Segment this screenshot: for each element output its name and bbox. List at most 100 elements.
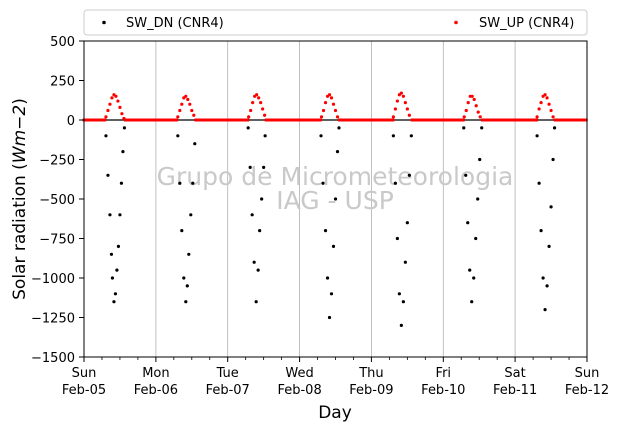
sw-up-point [478,115,482,119]
sw-dn-point [535,134,539,138]
x-tick-label-day: Fri [436,366,452,381]
sw-dn-point [254,300,258,304]
sw-dn-point [250,213,254,217]
sw-dn-point [178,181,182,185]
sw-up-point [114,94,118,98]
sw-up-baseline-point [103,118,107,122]
legend-box [83,9,588,36]
sw-up-point [472,97,476,102]
y-label-exponent: −2 [10,105,30,130]
sw-dn-point [256,268,260,272]
x-tick-label-day: Mon [142,366,169,381]
sw-up-point [551,115,555,119]
y-tick-label: −250 [39,154,75,169]
x-tick-label-day: Tue [216,366,239,381]
sw-up-point [116,99,120,103]
sw-up-baseline-point [535,118,539,122]
sw-dn-point [543,308,547,312]
sw-dn-point [262,165,266,169]
sw-dn-point [182,276,186,280]
sw-dn-point [327,315,332,320]
sw-dn-point [118,213,122,217]
sw-dn-point [187,252,191,256]
y-label-main: Solar radiation ( [10,163,30,300]
sw-dn-point [472,276,476,280]
sw-up-point [176,115,180,119]
sw-up-point [255,93,259,97]
sw-dn-point [545,284,549,288]
sw-up-point [118,105,122,109]
sw-up-point [108,102,112,106]
sw-up-point [192,113,196,117]
sw-dn-point [391,134,395,138]
sw-up-point [403,101,407,105]
x-tick-label-date: Feb-05 [62,383,106,398]
sw-dn-point [331,244,336,248]
sw-dn-point [116,244,121,248]
sw-up-baseline-point [319,118,323,122]
y-tick-label: 250 [50,75,75,90]
x-tick-label-date: Feb-07 [206,383,250,398]
sw-dn-point [405,221,409,225]
sw-up-baseline-point [391,118,395,122]
x-tick-label-date: Feb-12 [565,383,609,398]
sw-dn-point [407,173,411,177]
sw-dn-point [325,276,330,280]
sw-up-point [391,115,395,119]
legend-label-sw-dn: SW_DN (CNR4) [126,16,224,31]
sw-dn-point [474,236,478,241]
sw-dn-point [329,292,334,296]
x-tick-label-date: Feb-11 [493,383,537,398]
y-tick-label: −1500 [31,351,75,366]
sw-dn-point [191,181,195,185]
sw-up-point [190,108,194,113]
sw-up-point [323,101,328,105]
sw-up-point [474,104,478,108]
sw-dn-point [248,165,252,169]
y-tick-label: −1000 [31,272,75,287]
sw-dn-point [464,173,468,177]
sw-up-point [399,91,403,95]
y-tick-label: −750 [39,233,75,248]
sw-dn-point [115,268,119,272]
sw-up-point [393,107,397,111]
x-tick-label-date: Feb-08 [277,383,321,398]
sw-dn-point [109,252,114,256]
sw-up-point [249,108,253,113]
sw-up-point [104,115,108,119]
sw-dn-point [176,134,180,138]
sw-dn-point [121,150,125,154]
legend: SW_DN (CNR4) SW_UP (CNR4) [83,9,588,36]
sw-dn-point [480,126,484,130]
sw-dn-point [252,260,256,264]
x-tick-label-date: Feb-09 [349,383,393,398]
x-tick-label-day: Wed [285,366,313,381]
sw-dn-point [193,142,197,146]
y-label-unit: Wm [10,130,30,163]
sw-dn-point [549,205,553,209]
sw-up-point [257,96,261,100]
sw-dn-point [321,181,325,185]
sw-dn-point [185,284,189,288]
sw-up-point [247,115,251,119]
sw-up-point [122,116,126,121]
sw-up-point [407,113,411,117]
sw-dn-point [547,244,551,248]
sw-dn-point [337,126,341,130]
sw-up-point [259,101,263,105]
x-tick-label-day: Sat [504,366,525,381]
sw-dn-point [399,323,403,327]
sw-up-point [329,96,334,100]
sw-up-point [401,94,405,98]
sw-up-point [333,108,338,113]
sw-up-baseline-point [175,118,179,122]
sw-up-point [405,107,409,111]
sw-dn-point [108,213,112,217]
sw-up-point [476,110,480,114]
sw-dn-point [106,173,110,177]
y-axis-label: Solar radiation (Wm−2) [10,98,30,300]
sw-dn-point [184,300,188,304]
sw-up-point [470,94,474,98]
